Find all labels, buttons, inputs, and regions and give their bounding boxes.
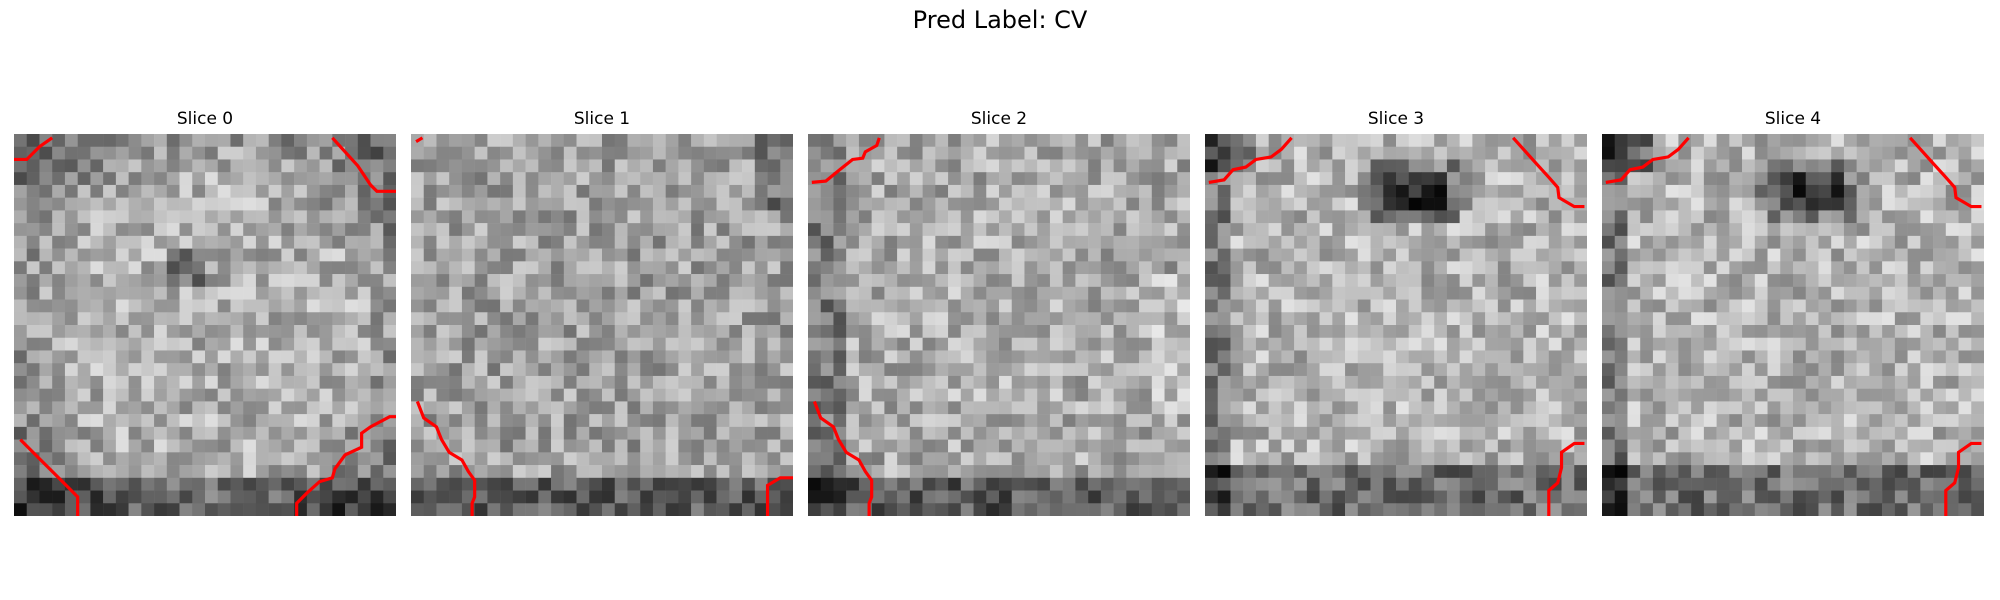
contour-line [1605, 136, 1690, 184]
contour-line [415, 400, 477, 516]
contour-line [1944, 441, 1982, 516]
slice-title: Slice 3 [1367, 109, 1425, 129]
contour-line [1208, 136, 1293, 184]
pixel-grid [411, 134, 793, 516]
contour-line [811, 137, 881, 184]
contour-line [1511, 136, 1585, 209]
slice-title: Slice 0 [176, 109, 234, 129]
contour-line [295, 415, 396, 516]
slice-title: Slice 1 [573, 109, 631, 129]
contour-overlay [415, 136, 793, 516]
slice-panel-4: Slice 4 [1602, 108, 1984, 520]
contour-overlay [1605, 136, 1982, 516]
slice-image [1205, 134, 1587, 516]
slice-image [1602, 134, 1984, 516]
contour-line [14, 136, 54, 162]
slice-panel-2: Slice 2 [808, 108, 1190, 520]
slice-panel-3: Slice 3 [1205, 108, 1587, 520]
pixel-grid [14, 134, 396, 516]
pixel-grid [1602, 134, 1984, 516]
contour-overlay [1208, 136, 1585, 516]
pixel-grid [808, 134, 1190, 516]
contour-line [331, 136, 396, 193]
contour-line [1908, 136, 1982, 209]
contour-line [415, 136, 424, 144]
slice-title: Slice 2 [970, 109, 1028, 129]
contour-overlay [811, 137, 881, 516]
contour-line [19, 438, 80, 516]
slice-panel-1: Slice 1 [411, 108, 793, 520]
figure-title: Pred Label: CV [912, 6, 1088, 34]
slice-image [411, 134, 793, 516]
contour-line [812, 400, 874, 516]
slice-image [14, 134, 396, 516]
slice-panel-0: Slice 0 [14, 108, 396, 520]
slice-image [808, 134, 1190, 516]
contour-line [765, 476, 793, 516]
contour-overlay [14, 136, 396, 516]
pixel-grid [1205, 134, 1587, 516]
contour-line [1547, 441, 1585, 516]
slice-title: Slice 4 [1764, 109, 1822, 129]
